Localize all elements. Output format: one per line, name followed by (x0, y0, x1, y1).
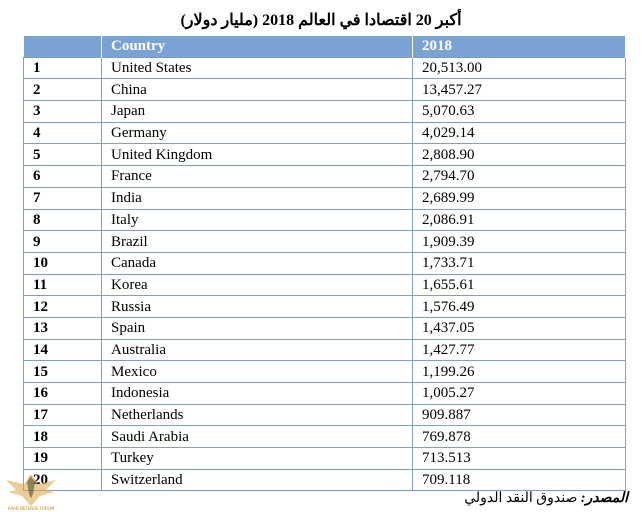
value-cell: 713.513 (412, 447, 626, 470)
header-year: 2018 (412, 36, 626, 58)
rank-cell: 8 (23, 209, 102, 232)
source-label: المصدر: (580, 491, 628, 506)
value-cell: 1,005.27 (412, 382, 626, 405)
rank-cell: 12 (23, 295, 102, 318)
value-cell: 20,513.00 (412, 56, 626, 80)
table-row: 10 Canada 1,733.71 (23, 252, 626, 275)
table-row: 16 Indonesia 1,005.27 (23, 382, 626, 405)
rank-cell: 1 (23, 56, 102, 80)
country-cell: Germany (101, 122, 413, 145)
value-cell: 1,655.61 (412, 274, 626, 297)
table-row: 4 Germany 4,029.14 (23, 122, 626, 145)
country-cell: France (101, 165, 413, 188)
rank-cell: 15 (23, 360, 102, 383)
rank-cell: 17 (23, 404, 102, 427)
value-cell: 909.887 (412, 404, 626, 427)
value-cell: 769.878 (412, 425, 626, 449)
country-cell: Italy (101, 209, 413, 232)
rank-cell: 18 (23, 425, 102, 449)
table-row: 14 Australia 1,427.77 (23, 339, 626, 362)
country-cell: India (101, 187, 413, 210)
value-cell: 5,070.63 (412, 100, 626, 123)
value-cell: 2,689.99 (412, 187, 626, 210)
table-row: 20 Switzerland 709.118 (23, 469, 626, 492)
table-row: 15 Mexico 1,199.26 (23, 360, 626, 383)
rank-cell: 14 (23, 339, 102, 362)
rank-cell: 6 (23, 165, 102, 188)
value-cell: 13,457.27 (412, 78, 626, 102)
country-cell: Indonesia (101, 382, 413, 405)
rank-cell: 9 (23, 230, 102, 253)
header-rank (23, 36, 102, 58)
country-cell: Mexico (101, 360, 413, 383)
value-cell: 1,576.49 (412, 295, 626, 318)
table-row: 8 Italy 2,086.91 (23, 209, 626, 232)
rank-cell: 13 (23, 317, 102, 340)
table-row: 13 Spain 1,437.05 (23, 317, 626, 340)
table-row: 6 France 2,794.70 (23, 165, 626, 188)
country-cell: Turkey (101, 447, 413, 470)
country-cell: Saudi Arabia (101, 425, 413, 449)
country-cell: Canada (101, 252, 413, 275)
value-cell: 1,427.77 (412, 339, 626, 362)
eagle-emblem-icon: ARAB DEFENSE FORUM (6, 474, 56, 511)
rank-cell: 11 (23, 274, 102, 297)
rank-cell: 10 (23, 252, 102, 275)
country-cell: United States (101, 56, 413, 80)
value-cell: 1,199.26 (412, 360, 626, 383)
rank-cell: 19 (23, 447, 102, 470)
country-cell: Australia (101, 339, 413, 362)
table-row: 19 Turkey 713.513 (23, 447, 626, 470)
value-cell: 2,808.90 (412, 143, 626, 167)
rank-cell: 4 (23, 122, 102, 145)
value-cell: 2,794.70 (412, 165, 626, 188)
value-cell: 2,086.91 (412, 209, 626, 232)
value-cell: 1,437.05 (412, 317, 626, 340)
country-cell: Spain (101, 317, 413, 340)
country-cell: Switzerland (101, 469, 413, 492)
table-row: 5 United Kingdom 2,808.90 (23, 143, 626, 167)
table-row: 18 Saudi Arabia 769.878 (23, 425, 626, 449)
country-cell: China (101, 78, 413, 102)
source-value: صندوق النقد الدولي (464, 491, 578, 506)
table-body: 1 United States 20,513.00 2 China 13,457.27 3 J… (23, 56, 626, 492)
rank-cell: 2 (23, 78, 102, 102)
value-cell: 1,909.39 (412, 230, 626, 253)
table-row: 11 Korea 1,655.61 (23, 274, 626, 297)
table-row: 17 Netherlands 909.887 (23, 404, 626, 427)
header-country: Country (101, 36, 413, 58)
economies-table: Country 2018 1 United States 20,513.00 2 Chi… (23, 36, 626, 492)
country-cell: United Kingdom (101, 143, 413, 167)
watermark-text: ARAB DEFENSE FORUM (8, 506, 55, 511)
country-cell: Korea (101, 274, 413, 297)
table-header-row: Country 2018 (23, 36, 626, 58)
table-row: 3 Japan 5,070.63 (23, 100, 626, 123)
value-cell: 1,733.71 (412, 252, 626, 275)
country-cell: Brazil (101, 230, 413, 253)
table-row: 12 Russia 1,576.49 (23, 295, 626, 318)
source-note: المصدر: صندوق النقد الدولي (464, 490, 628, 507)
rank-cell: 3 (23, 100, 102, 123)
rank-cell: 16 (23, 382, 102, 405)
value-cell: 709.118 (412, 469, 626, 492)
country-cell: Netherlands (101, 404, 413, 427)
page-title: أكبر 20 اقتصادا في العالم 2018 (مليار دو… (180, 12, 462, 29)
rank-cell: 5 (23, 143, 102, 167)
country-cell: Japan (101, 100, 413, 123)
table-row: 2 China 13,457.27 (23, 78, 626, 102)
table-row: 9 Brazil 1,909.39 (23, 230, 626, 253)
table-row: 7 India 2,689.99 (23, 187, 626, 210)
value-cell: 4,029.14 (412, 122, 626, 145)
rank-cell: 7 (23, 187, 102, 210)
country-cell: Russia (101, 295, 413, 318)
table-row: 1 United States 20,513.00 (23, 56, 626, 80)
